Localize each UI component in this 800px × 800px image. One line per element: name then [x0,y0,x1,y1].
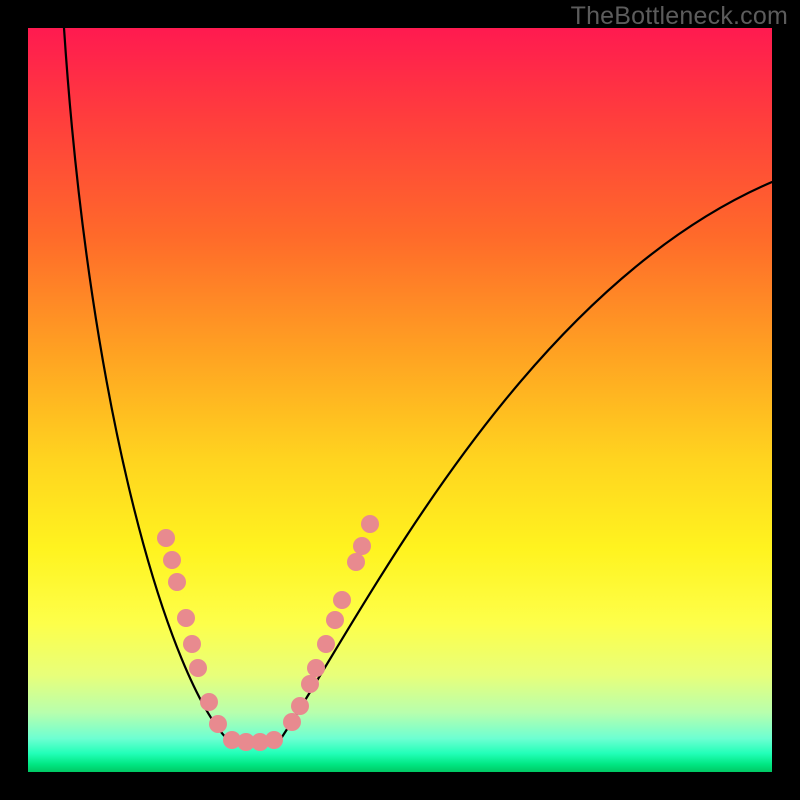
data-marker [209,715,227,733]
data-marker [353,537,371,555]
data-marker [265,731,283,749]
data-marker [301,675,319,693]
data-marker [189,659,207,677]
data-marker [168,573,186,591]
data-marker [183,635,201,653]
data-marker [317,635,335,653]
chart-canvas: TheBottleneck.com [0,0,800,800]
data-marker [291,697,309,715]
watermark-text: TheBottleneck.com [571,2,788,31]
data-marker [157,529,175,547]
data-marker [307,659,325,677]
data-marker [200,693,218,711]
data-marker [326,611,344,629]
curve-layer [0,0,800,800]
data-marker [361,515,379,533]
data-marker [163,551,181,569]
data-marker [333,591,351,609]
bottleneck-curve [64,28,772,742]
data-marker [347,553,365,571]
data-marker [177,609,195,627]
data-marker [283,713,301,731]
